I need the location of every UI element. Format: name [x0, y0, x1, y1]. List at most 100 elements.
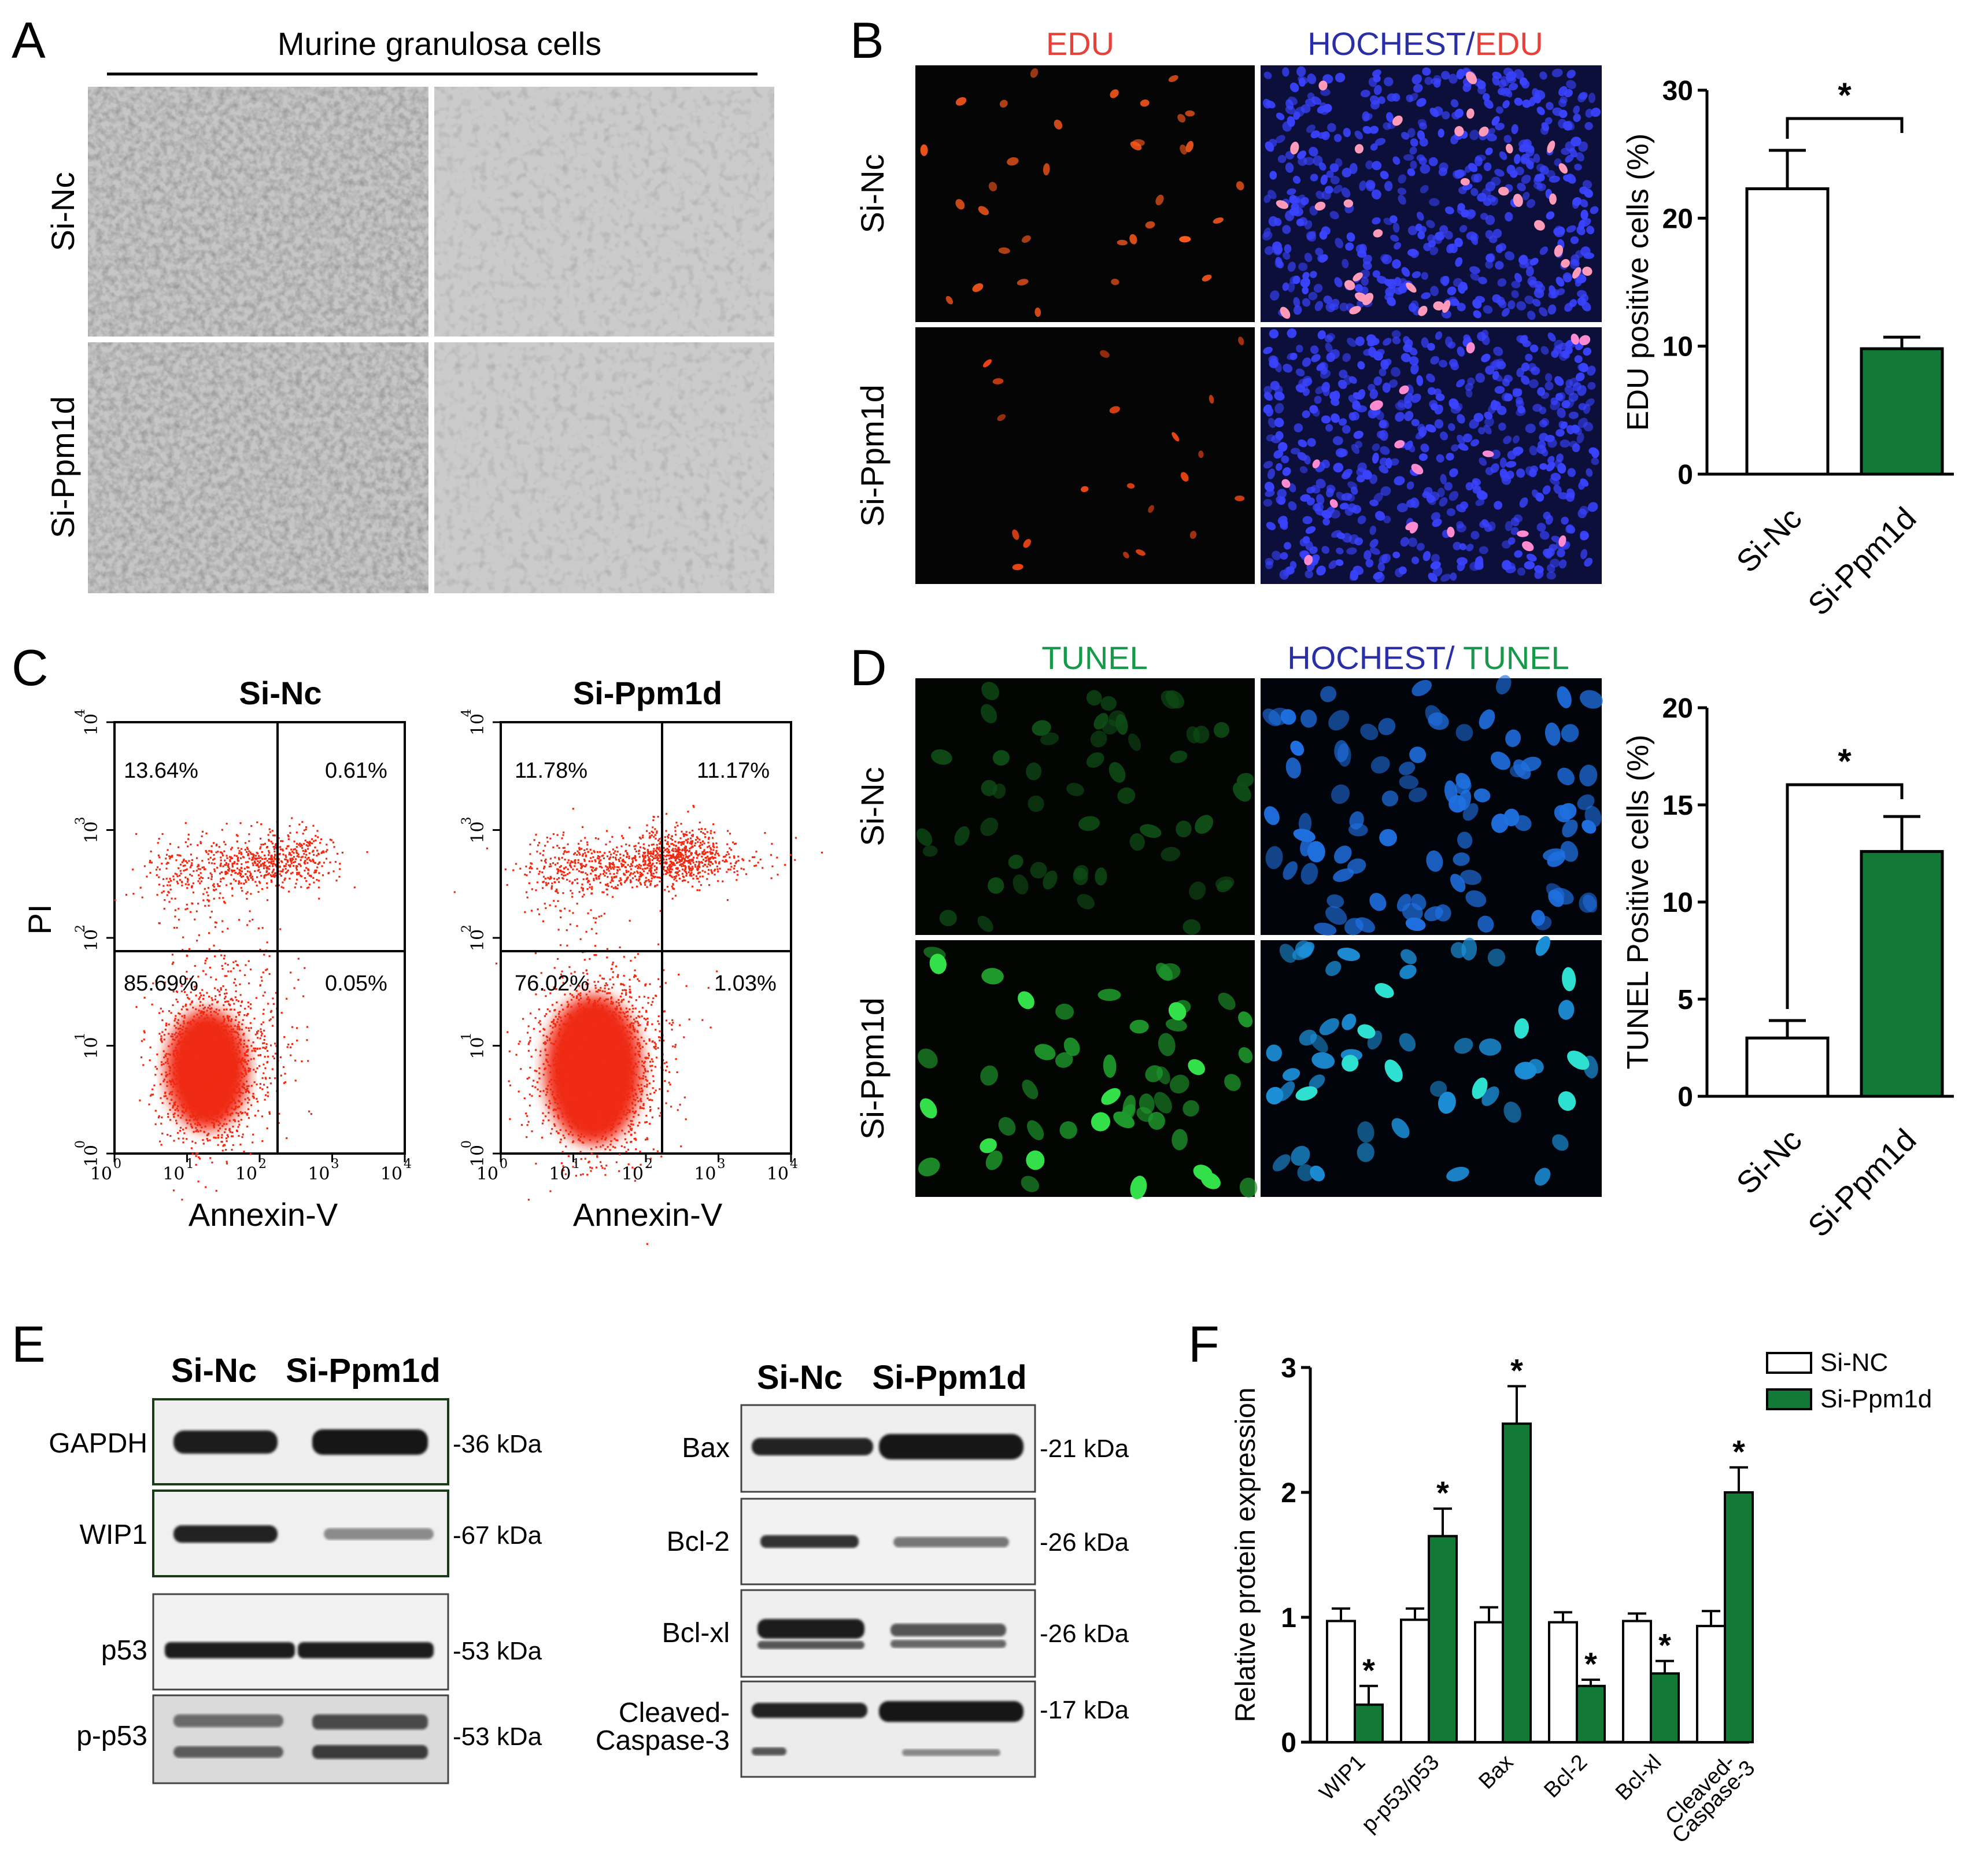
flow-event: [167, 1112, 169, 1115]
flow-event: [534, 1086, 537, 1089]
flow-event: [263, 875, 265, 877]
flow-event: [237, 860, 239, 862]
edu-positive-nucleus: [1498, 187, 1509, 196]
hoechst-nucleus: [1363, 550, 1372, 560]
flow-event: [202, 1139, 204, 1141]
flow-event: [186, 1071, 188, 1073]
flow-event: [266, 941, 268, 944]
hoechst-nucleus: [1410, 160, 1417, 169]
flow-event: [241, 1102, 243, 1104]
flow-event: [577, 1037, 579, 1039]
flow-event: [189, 1054, 191, 1056]
flow-event: [579, 1056, 581, 1059]
flow-event: [226, 1140, 228, 1143]
flow-event: [267, 1003, 269, 1005]
flow-event: [632, 1029, 634, 1031]
flow-event: [266, 860, 268, 862]
flow-event: [215, 1048, 217, 1051]
flow-event: [162, 1080, 165, 1082]
flow-event: [190, 984, 193, 986]
flow-event: [201, 1022, 204, 1024]
hoechst-nucleus: [1549, 477, 1560, 486]
flow-event: [206, 1040, 209, 1043]
flow-event: [249, 910, 251, 912]
flow-event: [239, 1004, 242, 1007]
flow-event: [235, 984, 237, 986]
flow-event: [225, 1062, 228, 1064]
hoechst-nucleus: [1591, 108, 1601, 117]
flow-event: [297, 853, 300, 856]
flow-event: [309, 859, 311, 862]
flow-event: [194, 1142, 197, 1144]
flow-event: [195, 910, 198, 912]
hoechst-nucleus: [1320, 105, 1329, 115]
hoechst-nucleus: [1398, 566, 1407, 575]
flow-event: [215, 1092, 218, 1095]
hoechst-nucleus: [1372, 161, 1382, 171]
flow-event: [259, 871, 261, 874]
flow-event: [213, 1028, 216, 1030]
flow-event: [257, 1037, 259, 1039]
flow-event: [614, 1029, 616, 1031]
flow-event: [233, 1003, 235, 1005]
hoechst-nucleus: [1584, 557, 1593, 567]
flow-event: [568, 1121, 570, 1123]
flow-event: [217, 1089, 219, 1091]
flow-event: [629, 988, 631, 990]
flow-event: [207, 1053, 209, 1055]
phase-image-si-nc-1: [88, 87, 428, 337]
flow-event: [210, 1067, 212, 1070]
hoechst-nucleus: [1394, 287, 1403, 295]
flow-event: [595, 1071, 597, 1074]
flow-event: [629, 1125, 631, 1128]
flow-event: [169, 1081, 172, 1084]
flow-event: [238, 1100, 241, 1103]
flow-event: [577, 1134, 579, 1137]
hoechst-nucleus: [1415, 223, 1422, 231]
flow-event: [597, 1047, 600, 1050]
flow-event: [179, 1024, 182, 1026]
flow-event: [640, 1100, 642, 1103]
flow-event: [243, 1087, 246, 1089]
flow-event: [180, 1008, 183, 1011]
flow-event: [219, 1054, 221, 1056]
flow-event: [228, 1073, 231, 1075]
hoechst-nucleus: [1558, 109, 1568, 119]
flow-event: [272, 860, 275, 863]
flow-event: [227, 1059, 230, 1062]
flow-event: [617, 1051, 620, 1054]
flow-event: [210, 1064, 213, 1067]
flow-event: [626, 1024, 629, 1027]
flow-event: [185, 1119, 187, 1121]
flow-event: [229, 1051, 231, 1054]
flow-event: [186, 903, 188, 906]
flow-event: [590, 1045, 592, 1047]
flow-event: [556, 1094, 559, 1096]
flow-event: [606, 1072, 608, 1074]
hoechst-nucleus: [1532, 298, 1541, 307]
flow-event: [219, 1128, 221, 1130]
flow-event: [166, 1085, 168, 1087]
flow-event: [207, 1133, 209, 1136]
flow-event: [203, 1037, 205, 1040]
flow-event: [600, 1053, 603, 1055]
hoechst-nucleus: [1296, 219, 1305, 227]
hoechst-nucleus: [1494, 386, 1505, 394]
flow-event: [187, 1075, 189, 1077]
flow-event: [197, 1094, 199, 1096]
flow-event: [312, 825, 315, 827]
flow-event: [182, 1025, 184, 1028]
hoechst-nucleus: [1472, 478, 1481, 486]
flow-event: [322, 874, 324, 877]
flow-event: [163, 1095, 165, 1097]
flow-event: [611, 1134, 613, 1136]
edu-positive-nucleus: [1312, 459, 1320, 468]
flow-event: [259, 1083, 261, 1085]
flow-event: [219, 1085, 221, 1088]
edu-positive-nucleus: [1582, 267, 1592, 276]
flow-event: [609, 1059, 612, 1061]
flow-event: [670, 1106, 672, 1108]
hoechst-nucleus: [1564, 386, 1575, 396]
flow-event: [579, 1068, 582, 1070]
flow-event: [217, 1066, 219, 1068]
